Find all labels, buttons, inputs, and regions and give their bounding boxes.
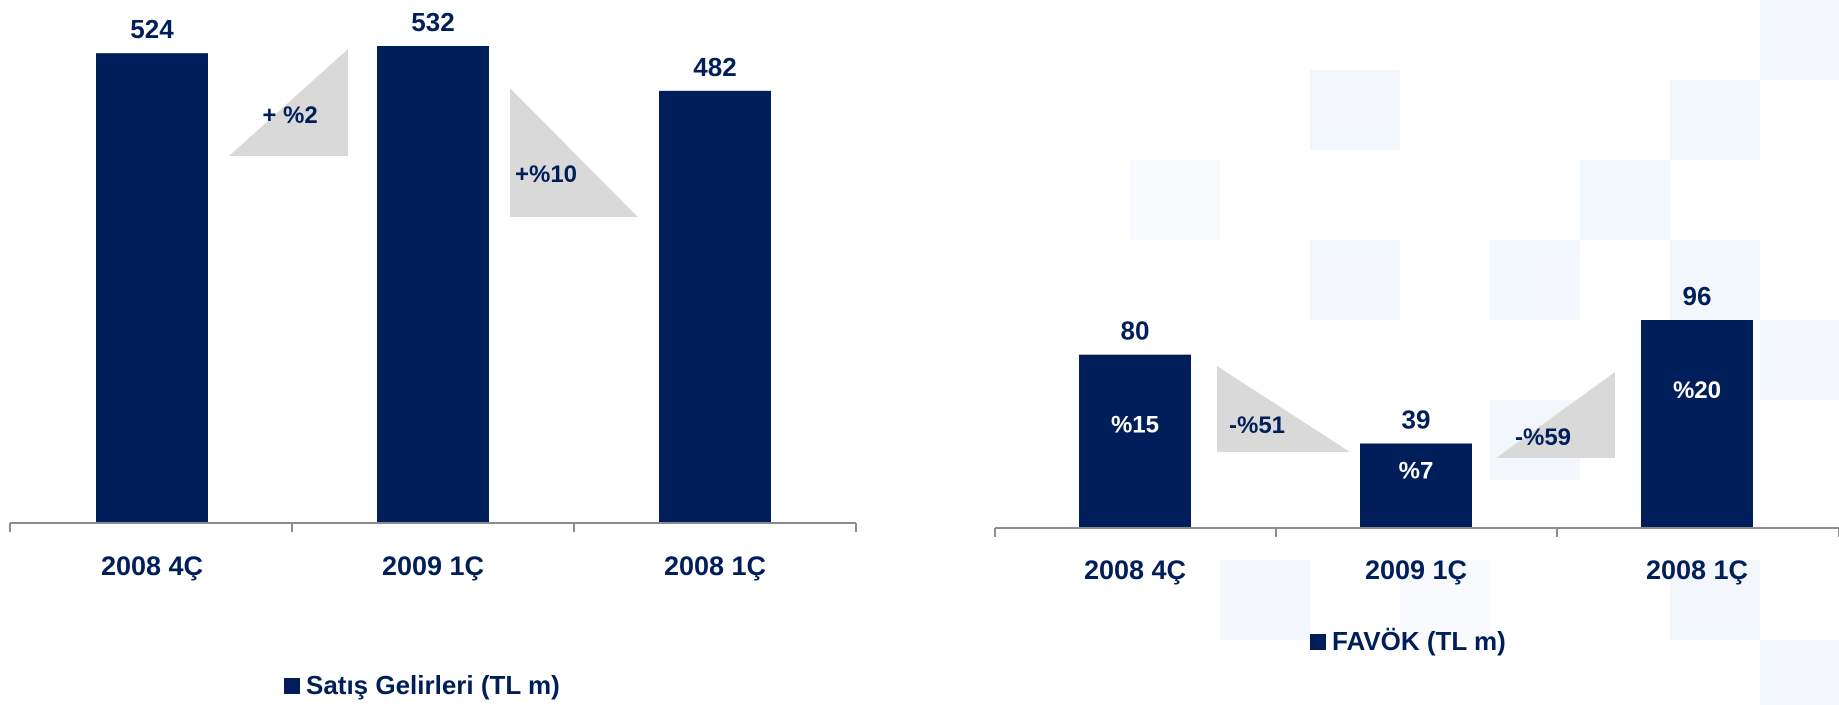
data-label: 80 — [1121, 316, 1150, 346]
change-callout-triangle — [229, 49, 348, 156]
category-tick-label: 2008 4Ç — [101, 551, 203, 581]
bar-inner-label: %20 — [1673, 377, 1721, 404]
bar-inner-label: %15 — [1111, 412, 1159, 439]
change-callout-label: +%10 — [515, 161, 577, 188]
category-tick-label: 2008 4Ç — [1084, 555, 1186, 585]
category-tick-label: 2008 1Ç — [664, 551, 766, 581]
data-label: 524 — [130, 14, 174, 44]
change-callout-label: + %2 — [262, 102, 317, 129]
change-callout-triangle — [510, 88, 638, 217]
bar — [659, 90, 771, 524]
data-label: 39 — [1402, 405, 1431, 435]
legend-ebitda: FAVÖK (TL m) — [1310, 626, 1506, 657]
data-label: 96 — [1683, 281, 1712, 311]
legend-revenue: Satış Gelirleri (TL m) — [284, 670, 560, 701]
legend-label-revenue: Satış Gelirleri (TL m) — [306, 670, 560, 700]
bar — [1079, 354, 1191, 528]
bar — [1360, 443, 1472, 528]
legend-swatch-revenue — [284, 677, 300, 694]
legend-label-ebitda: FAVÖK (TL m) — [1332, 626, 1506, 656]
data-label: 482 — [693, 52, 736, 82]
category-tick-label: 2008 1Ç — [1646, 555, 1748, 585]
change-callout-label: -%51 — [1229, 412, 1285, 439]
revenue-bar-chart: + %2 +%10 524 2008 4Ç 532 2009 1Ç 482 2008 1Ç — [9, 7, 857, 581]
bar — [1641, 320, 1753, 528]
change-callout-triangle — [1217, 366, 1350, 452]
change-callout-label: -%59 — [1515, 424, 1571, 451]
legend-swatch-ebitda — [1310, 633, 1326, 650]
bar — [377, 46, 489, 523]
data-label: 532 — [411, 7, 454, 37]
category-tick-label: 2009 1Ç — [382, 551, 484, 581]
bar-inner-label: %7 — [1399, 458, 1434, 485]
category-tick-label: 2009 1Ç — [1365, 555, 1467, 585]
bar — [96, 53, 208, 523]
change-callout-triangle — [1496, 372, 1615, 458]
